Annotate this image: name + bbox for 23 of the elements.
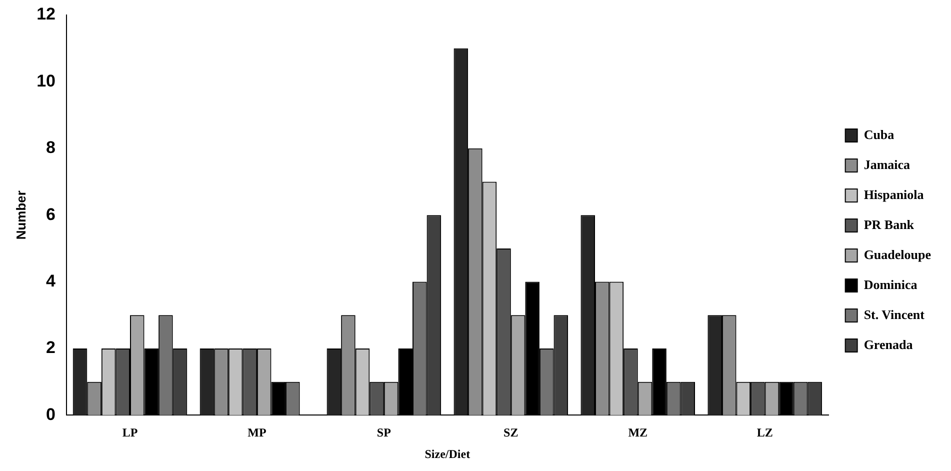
x-tick-label: SZ (504, 425, 518, 440)
legend-label: Guadeloupe (864, 246, 932, 262)
x-axis-title: Size/Diet (424, 446, 470, 461)
legend-label: Jamaica (864, 156, 911, 172)
x-tick-label: SP (376, 425, 391, 440)
y-tick-label: 6 (46, 204, 56, 224)
legend-label: Dominica (864, 276, 918, 292)
y-tick-label: 2 (46, 338, 56, 358)
x-tick-label: MP (248, 425, 266, 440)
legend-label: PR Bank (864, 216, 915, 232)
legend-label: Hispaniola (864, 186, 924, 202)
y-tick-label: 12 (36, 4, 56, 24)
y-tick-label: 10 (36, 71, 56, 90)
x-tick-label: LZ (756, 425, 773, 440)
y-tick-label: 8 (46, 138, 56, 158)
legend-label: Grenada (864, 336, 914, 352)
x-tick-label: MZ (628, 425, 648, 440)
legend-label: Cuba (864, 126, 895, 142)
y-tick-label: 4 (46, 271, 56, 290)
x-tick-label: LP (122, 425, 138, 440)
y-tick-label: 0 (46, 404, 56, 424)
legend-label: St. Vincent (864, 306, 926, 322)
y-axis-title: Number (13, 190, 28, 240)
